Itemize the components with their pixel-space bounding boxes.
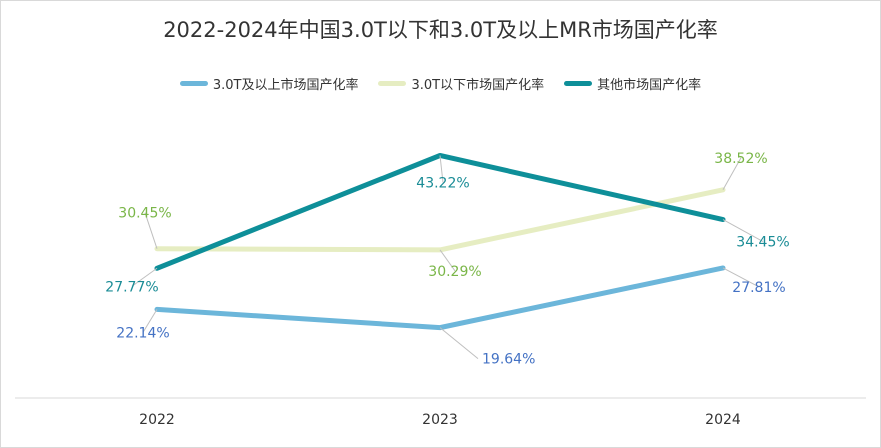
legend-label-series-0: 3.0T及以上市场国产化率 xyxy=(212,78,359,93)
data-label-series-1-2: 38.52% xyxy=(714,151,767,167)
chart-title: 2022-2024年中国3.0T以下和3.0T及以上MR市场国产化率 xyxy=(163,18,718,42)
x-tick-label-2023: 2023 xyxy=(422,412,458,428)
data-label-series-0-1: 19.64% xyxy=(482,352,535,368)
data-label-series-1-0: 30.45% xyxy=(118,206,171,222)
data-label-series-0-0: 22.14% xyxy=(116,325,169,341)
legend-item-series-1: 3.0T以下市场国产化率 xyxy=(378,74,544,93)
data-label-series-0-2: 27.81% xyxy=(732,280,785,296)
leader-line-series-1-1 xyxy=(439,249,456,272)
legend-swatch-series-1 xyxy=(378,81,407,86)
leader-line-series-2-0 xyxy=(131,267,158,287)
legend-label-series-2: 其他市场国产化率 xyxy=(597,78,702,93)
legend-swatch-series-2 xyxy=(564,81,593,86)
legend-item-series-2: 其他市场国产化率 xyxy=(564,74,701,93)
chart-legend: 3.0T及以上市场国产化率 3.0T以下市场国产化率 其他市场国产化率 xyxy=(0,74,881,93)
leader-line-series-0-2 xyxy=(722,267,760,288)
data-label-series-2-1: 43.22% xyxy=(416,175,469,191)
leader-line-series-0-0 xyxy=(142,309,158,333)
leader-line-series-0-1 xyxy=(439,327,479,360)
x-tick-label-2022: 2022 xyxy=(139,412,175,428)
legend-item-series-0: 3.0T及以上市场国产化率 xyxy=(179,74,359,93)
legend-swatch-series-0 xyxy=(179,81,208,86)
leader-line-series-1-0 xyxy=(144,212,158,249)
data-label-series-2-2: 34.45% xyxy=(736,235,789,251)
data-label-series-2-0: 27.77% xyxy=(105,279,158,295)
leader-line-series-1-2 xyxy=(722,157,742,191)
leader-line-series-2-2 xyxy=(722,219,764,242)
x-tick-label-2024: 2024 xyxy=(705,412,741,428)
data-label-series-1-1: 30.29% xyxy=(428,264,481,280)
leader-line-series-2-1 xyxy=(439,155,444,183)
legend-label-series-1: 3.0T以下市场国产化率 xyxy=(411,78,545,93)
